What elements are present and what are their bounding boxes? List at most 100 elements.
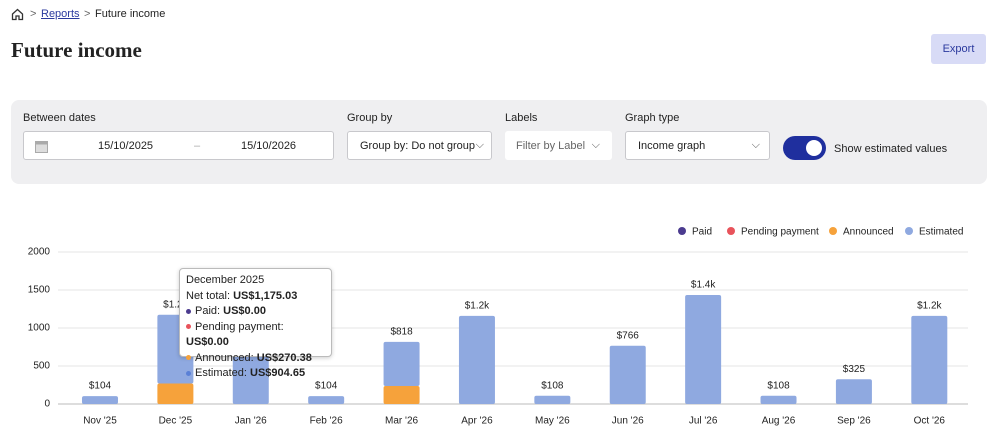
tooltip-dot [186, 324, 191, 330]
x-tick-label: May '26 [535, 416, 570, 427]
y-tick-label: 1000 [28, 323, 51, 334]
total-label: $1.4k [691, 280, 716, 291]
legend-label: Announced [843, 227, 894, 238]
filter-label: Graph type [625, 112, 680, 124]
tooltip-net: Net total: US$1,175.03 [186, 289, 325, 305]
tooltip-title: December 2025 [186, 274, 265, 286]
total-label: $1.2k [917, 300, 942, 311]
label-select[interactable]: Filter by Label ⌵ [505, 131, 612, 160]
select-value: Filter by Label [516, 139, 586, 152]
breadcrumb-link[interactable]: Reports [41, 8, 80, 20]
legend-dot [829, 227, 837, 235]
x-tick-label: Nov '25 [83, 416, 117, 427]
row-value: US$0.00 [186, 336, 229, 348]
sep: > [30, 8, 37, 20]
y-tick-label: 2000 [28, 247, 51, 258]
chevron: ⌵ [751, 139, 760, 151]
bar-segment [383, 385, 420, 404]
total-label: $108 [767, 380, 790, 391]
group-select[interactable]: Group by: Do not group ⌵ [347, 131, 492, 160]
row-value: US$270.38 [256, 351, 312, 364]
tooltip: December 2025 Net total: US$1,175.03 Pai… [179, 268, 332, 379]
bar-segment [157, 383, 194, 404]
tooltip-row: Announced: US$270.38 [186, 351, 325, 367]
legend-label: Pending payment [741, 227, 819, 238]
legend-label: Estimated [919, 227, 963, 238]
toggle[interactable] [783, 136, 826, 160]
x-tick-label: Dec '25 [159, 416, 193, 427]
net-label: Net total: [186, 289, 231, 302]
x-tick-label: Jan '26 [235, 416, 267, 427]
chart: 0 500 1000 1500 2000 Paid Pending payment Annou… [28, 227, 968, 427]
calendar-icon [35, 141, 48, 153]
total-label: $1.2k [163, 299, 188, 310]
legend-dot [678, 227, 686, 235]
y-tick-label: 0 [44, 399, 50, 410]
legend-dot [905, 227, 913, 235]
row-value: US$0.00 [223, 305, 266, 317]
filter-label: Labels [505, 112, 538, 124]
tooltip-dot [186, 370, 191, 376]
x-tick-label: Jun '26 [612, 416, 644, 427]
row-label: Pending payment: [195, 320, 284, 333]
chevron: ⌵ [475, 139, 484, 151]
breadcrumb-current: Future income [95, 8, 166, 20]
select-value: Income graph [638, 139, 706, 152]
bar-segment [458, 315, 495, 404]
row-label: Announced: [195, 351, 254, 364]
legend-label: Paid [692, 227, 712, 238]
select-value: Group by: Do not group [360, 139, 475, 152]
date-sep: – [194, 139, 201, 152]
tooltip-rows: Paid: US$0.00 Pending payment: US$0.00 Ann… [186, 304, 325, 382]
y-tick-label: 500 [33, 361, 50, 372]
bar-segment [609, 345, 646, 404]
total-label: $108 [541, 380, 564, 391]
tooltip-dot [186, 355, 191, 361]
date-to: 15/10/2026 [241, 139, 297, 152]
export-button[interactable]: Export [931, 34, 986, 64]
bar-segment [760, 395, 797, 404]
tooltip-row: Paid: US$0.00 [186, 304, 325, 320]
bar-segment [835, 379, 872, 404]
bar-segment [308, 396, 345, 404]
x-tick-label: Jul '26 [689, 416, 718, 427]
row-label: Paid: [195, 305, 221, 317]
toggle-knob [806, 140, 822, 156]
total-label: $818 [390, 326, 413, 337]
x-tick-label: Feb '26 [310, 416, 343, 427]
x-tick-label: Sep '26 [837, 416, 871, 427]
page-title: Future income [11, 38, 142, 62]
toggle-label: Show estimated values [834, 143, 948, 155]
bar-segment [534, 395, 571, 404]
bar-segment [383, 341, 420, 386]
total-label: $104 [89, 381, 112, 392]
y-tick-label: 1500 [28, 285, 51, 296]
total-label: $325 [843, 364, 866, 375]
row-label: Estimated: [195, 367, 247, 379]
total-label: $766 [617, 330, 640, 341]
date-from: 15/10/2025 [98, 139, 154, 152]
graph-select[interactable]: Income graph ⌵ [625, 131, 770, 160]
chevron: ⌵ [591, 139, 600, 151]
tooltip-row: Pending payment: US$0.00 [186, 320, 325, 351]
tooltip-dot [186, 308, 191, 314]
sep: > [84, 8, 91, 20]
tooltip-row: Estimated: US$904.65 [186, 366, 325, 382]
legend-dot [727, 227, 735, 235]
x-tick-label: Mar '26 [385, 416, 418, 427]
x-tick-label: Oct '26 [914, 416, 946, 427]
bar-segment [81, 396, 118, 404]
bar-segment [911, 315, 948, 404]
x-tick-label: Apr '26 [461, 416, 493, 427]
total-label: $1.2k [465, 300, 490, 311]
row-value: US$904.65 [250, 367, 306, 379]
filter-label: Group by [347, 112, 393, 124]
home-icon[interactable] [11, 8, 24, 21]
date-input[interactable]: 15/10/2025 – 15/10/2026 [23, 131, 334, 160]
x-tick-label: Aug '26 [762, 416, 796, 427]
net-value: US$1,175.03 [233, 289, 298, 302]
filter-label: Between dates [23, 112, 96, 124]
bar-segment [685, 295, 722, 404]
total-label: $104 [315, 381, 338, 392]
